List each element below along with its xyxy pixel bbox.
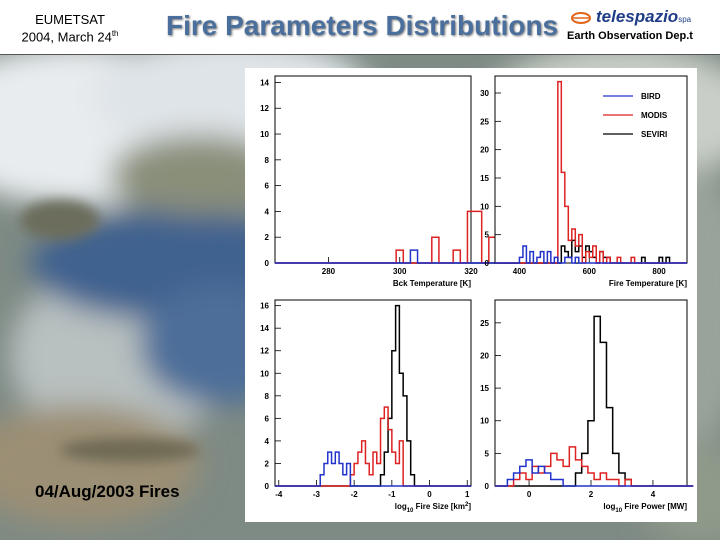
header: EUMETSAT 2004, March 24th Fire Parameter… [0,0,720,55]
telespazio-logo-text: telespaziospa [596,7,691,27]
x-tick-label: 1 [465,490,470,499]
y-tick-label: 15 [480,384,489,393]
histogram-panel-3: 0 2 4 6 8 10 12 14 16 -4 -3 -2 -1 0 1 log10 Fire Size [… [260,299,472,514]
y-tick-label: 0 [485,482,490,491]
logo-suffix: spa [678,15,692,24]
x-tick-label: -2 [351,490,359,499]
x-tick-label: 800 [652,267,666,276]
y-tick-label: 5 [485,231,490,240]
presentation-date: 2004, March 24th [0,29,140,44]
series-bird-histogram [275,451,471,487]
legend-label-bird: BIRD [641,92,661,101]
y-tick-label: 14 [260,324,269,333]
y-tick-label: 10 [480,417,489,426]
x-tick-label: -4 [275,490,283,499]
x-tick-label: -1 [388,490,396,499]
header-divider [0,54,720,55]
y-tick-label: 15 [480,174,489,183]
histogram-figure: 0 2 4 6 8 10 12 14 280 300 320 Bck Temperature [K] 0… [245,68,697,522]
y-tick-label: 8 [265,392,270,401]
x-axis-label: Fire Temperature [K] [609,279,687,288]
y-tick-label: 0 [265,482,270,491]
plot-frame [494,299,688,487]
x-axis-label: log10 Fire Power [MW] [603,502,687,514]
y-tick-label: 20 [480,146,489,155]
y-tick-label: 30 [480,89,489,98]
y-tick-label: 16 [260,302,269,311]
plot-frame [274,75,472,264]
telespazio-logo-icon [571,12,591,24]
y-tick-label: 2 [265,459,270,468]
x-tick-label: 300 [393,267,407,276]
x-axis-label: log10 Fire Size [km2] [395,502,472,514]
organization-name: EUMETSAT [35,12,105,27]
date-suffix: th [111,29,119,38]
logo-wordmark: telespazio [596,7,679,26]
x-tick-label: 400 [513,267,527,276]
y-tick-label: 14 [260,78,269,87]
y-tick-label: 0 [265,259,270,268]
y-tick-label: 10 [260,369,269,378]
y-tick-label: 10 [260,130,269,139]
x-tick-label: -3 [313,490,321,499]
y-tick-label: 5 [485,449,490,458]
x-axis-label: Bck Temperature [K] [393,279,471,288]
y-tick-label: 8 [265,156,270,165]
plot-frame [494,75,688,264]
y-tick-label: 12 [260,104,269,113]
page-title: Fire Parameters Distributions [166,10,559,41]
y-tick-label: 25 [480,117,489,126]
y-tick-label: 25 [480,319,489,328]
department-label: Earth Observation Dep.t [567,30,693,42]
x-tick-label: 280 [322,267,336,276]
fires-date-caption: 04/Aug/2003 Fires [35,482,180,501]
y-tick-label: 0 [485,259,490,268]
y-tick-label: 4 [265,437,270,446]
x-tick-label: 320 [464,267,478,276]
y-tick-label: 6 [265,414,270,423]
x-tick-label: 4 [651,490,656,499]
y-tick-label: 20 [480,351,489,360]
y-tick-label: 6 [265,182,270,191]
x-tick-label: 0 [427,490,432,499]
legend-label-modis: MODIS [641,111,668,120]
histogram-panel-2: 0 5 10 15 20 25 30 400 600 800 Fire Temperature [K… [480,75,688,288]
y-tick-label: 2 [265,233,270,242]
x-tick-label: 600 [583,267,597,276]
date-main: 2004, March 24 [21,29,112,45]
histogram-panel-4: 0 5 10 15 20 25 0 2 4 log10 Fire Power [MW] [480,299,694,514]
series-bird-histogram [495,245,687,264]
series-bird-histogram [495,459,694,487]
y-tick-label: 4 [265,207,270,216]
y-tick-label: 10 [480,202,489,211]
x-tick-label: 2 [589,490,594,499]
legend-label-seviri: SEVIRI [641,130,667,139]
x-tick-label: 0 [527,490,532,499]
y-tick-label: 12 [260,347,269,356]
